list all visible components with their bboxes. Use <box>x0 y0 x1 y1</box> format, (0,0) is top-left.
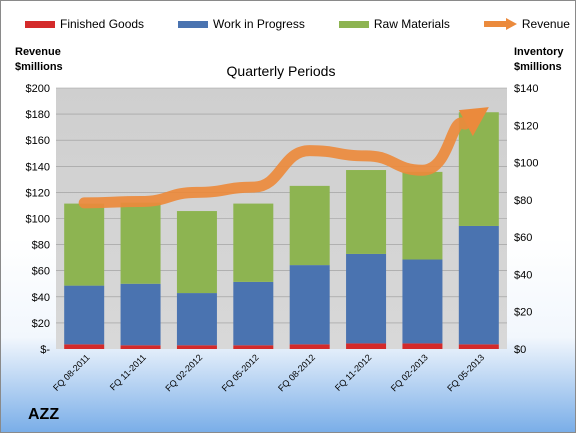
category-label: FQ 08-2012 <box>276 352 317 393</box>
legend-label-raw-materials: Raw Materials <box>373 17 450 31</box>
bar-raw-materials <box>176 211 217 294</box>
bar-finished-goods <box>120 345 161 349</box>
left-axis-title-line-1: Revenue <box>15 46 61 58</box>
category-label: FQ 02-2012 <box>163 352 204 393</box>
left-tick-label: $180 <box>26 109 50 121</box>
left-axis-title: Revenue $millions <box>15 45 63 75</box>
left-tick-label: $200 <box>26 83 50 95</box>
left-tick-label: $120 <box>26 187 50 199</box>
bar-finished-goods <box>402 343 443 349</box>
legend-label-work-in-progress: Work in Progress <box>213 17 305 31</box>
revenue-line <box>78 117 471 209</box>
left-tick-label: $140 <box>26 161 50 173</box>
bar-work-in-progress <box>233 281 274 346</box>
category-label: FQ 05-2013 <box>445 352 486 393</box>
left-tick-label: $20 <box>32 318 50 330</box>
left-tick-label: $40 <box>32 292 50 304</box>
legend-swatch-finished-goods <box>25 20 55 28</box>
bar-finished-goods <box>346 343 387 349</box>
bar-raw-materials <box>120 202 161 284</box>
bar-work-in-progress <box>402 259 443 344</box>
right-axis-title-line-2: $millions <box>514 61 562 73</box>
bar-raw-materials <box>458 112 499 226</box>
revenue-arrowhead <box>458 107 489 137</box>
right-tick-label: $120 <box>514 120 538 132</box>
legend-swatch-work-in-progress <box>178 20 209 28</box>
bar-finished-goods <box>233 345 274 349</box>
bar-raw-materials <box>64 203 105 286</box>
category-label: FQ 11-2012 <box>333 352 374 393</box>
legend-item-work-in-progress: Work in Progress <box>178 17 305 31</box>
category-label: FQ 02-2013 <box>389 352 430 393</box>
bar-finished-goods <box>458 344 499 349</box>
right-tick-label: $80 <box>514 195 532 207</box>
legend-label-revenue: Revenue <box>521 17 570 31</box>
left-tick-label: $- <box>40 344 50 356</box>
right-tick-label: $60 <box>514 232 532 244</box>
chart-subtitle: Quarterly Periods <box>227 63 336 79</box>
right-tick-label: $140 <box>514 83 538 95</box>
left-axis-title-line-2: $millions <box>15 61 63 73</box>
bar-work-in-progress <box>176 293 217 346</box>
bar-work-in-progress <box>346 253 387 344</box>
right-axis-title-line-1: Inventory <box>514 46 564 58</box>
legend-item-raw-materials: Raw Materials <box>338 17 450 31</box>
bar-finished-goods <box>289 344 330 349</box>
right-tick-label: $100 <box>514 158 538 170</box>
bar-work-in-progress <box>458 225 499 345</box>
legend-item-finished-goods: Finished Goods <box>25 17 144 31</box>
bar-finished-goods <box>176 345 217 349</box>
right-tick-label: $0 <box>514 344 526 356</box>
left-tick-label: $60 <box>32 266 50 278</box>
left-tick-label: $100 <box>26 214 50 226</box>
right-axis-title: Inventory $millions <box>514 45 564 75</box>
right-tick-label: $20 <box>514 307 532 319</box>
left-tick-label: $80 <box>32 240 50 252</box>
category-label: FQ 08-2011 <box>51 352 92 393</box>
category-label: FQ 11-2011 <box>108 352 148 392</box>
legend-item-revenue: Revenue <box>483 17 570 31</box>
legend: Finished Goods Work in Progress Raw Mate… <box>25 17 570 31</box>
bar-raw-materials <box>346 170 387 254</box>
bar-work-in-progress <box>120 283 161 346</box>
right-tick-label: $40 <box>514 269 532 281</box>
bar-raw-materials <box>289 185 330 266</box>
legend-swatch-raw-materials <box>338 20 369 28</box>
bar-raw-materials <box>233 203 274 282</box>
bar-raw-materials <box>402 171 443 260</box>
bar-work-in-progress <box>64 285 105 345</box>
bar-finished-goods <box>64 344 105 349</box>
legend-label-finished-goods: Finished Goods <box>60 17 145 31</box>
category-label: FQ 05-2012 <box>220 352 261 393</box>
brand-label: AZZ <box>28 406 60 423</box>
bar-work-in-progress <box>289 265 330 345</box>
legend-arrow-icon <box>483 18 517 30</box>
left-tick-label: $160 <box>26 135 50 147</box>
